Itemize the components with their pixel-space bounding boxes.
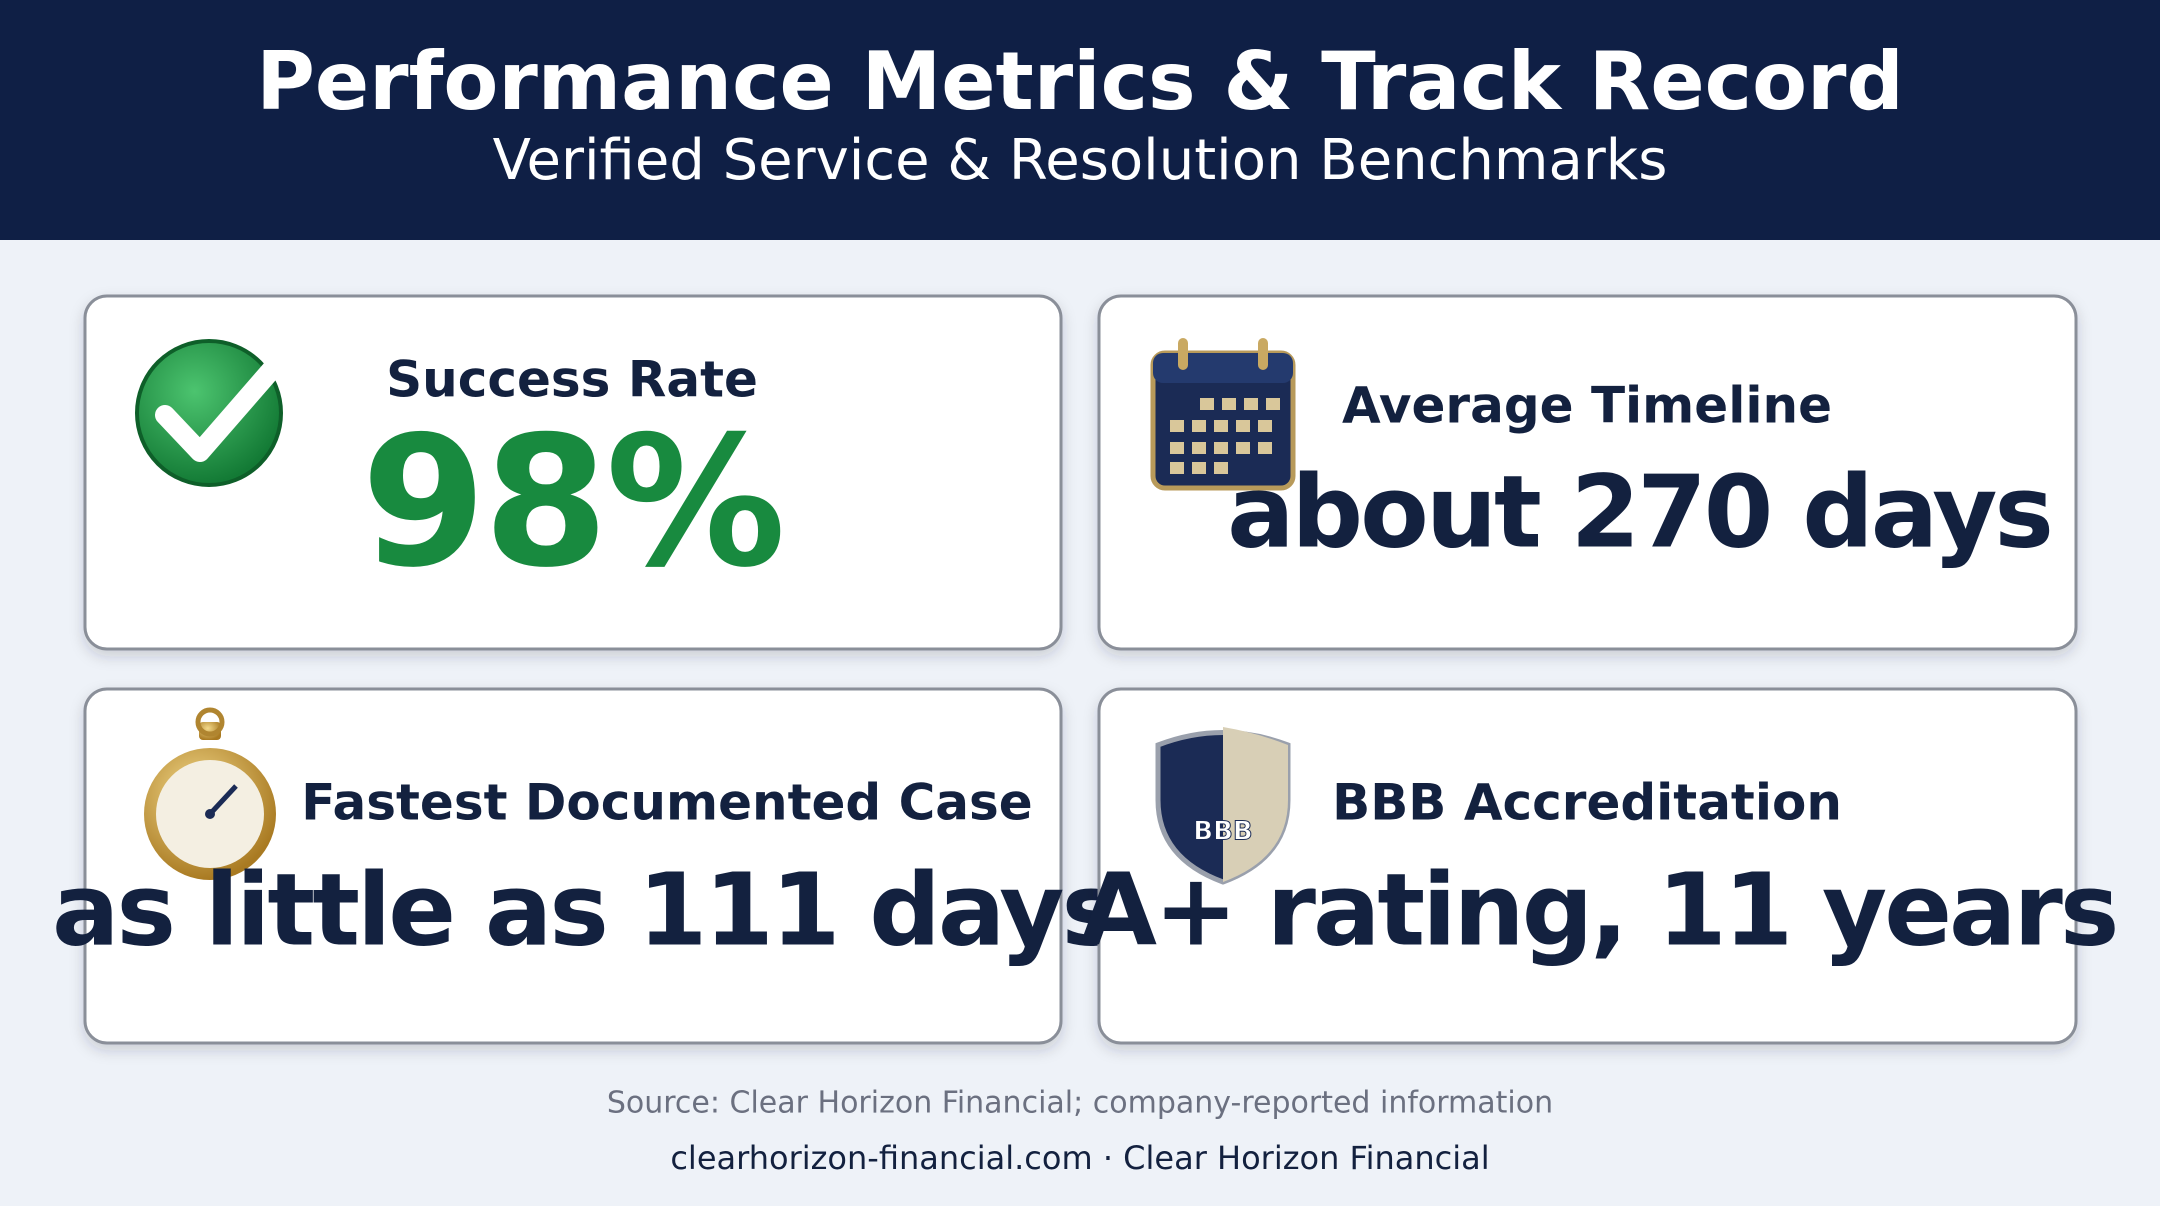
metric-value: as little as 111 days [52, 851, 1118, 968]
metric-label: Success Rate [386, 351, 758, 409]
source-note: Source: Clear Horizon Financial; company… [607, 1086, 1553, 1121]
card: BBB BBB Accreditation A+ rating, 11 year… [1080, 687, 2119, 1045]
metric-value: 98% [361, 398, 783, 607]
check-icon [135, 339, 290, 487]
card: Average Timeline about 270 days [1097, 294, 2078, 651]
metric-value: A+ rating, 11 years [1080, 851, 2117, 968]
footer-site: clearhorizon-financial.com · Clear Horiz… [670, 1139, 1489, 1177]
header-band [0, 0, 2160, 240]
card: Success Rate 98% [83, 294, 1063, 651]
metric-value: about 270 days [1227, 453, 2051, 570]
card: Fastest Documented Case as little as 111… [52, 687, 1121, 1045]
metric-label: BBB Accreditation [1332, 774, 1842, 832]
metric-label: Fastest Documented Case [301, 774, 1032, 832]
metric-label: Average Timeline [1342, 377, 1832, 435]
calendar-icon [1150, 338, 1296, 491]
badge-text: BBB [1193, 817, 1252, 847]
title: Performance Metrics & Track Record [256, 35, 1904, 128]
shield-icon: BBB [1155, 727, 1291, 885]
stopwatch-icon [144, 707, 276, 880]
subtitle: Verified Service & Resolution Benchmarks [493, 128, 1668, 193]
